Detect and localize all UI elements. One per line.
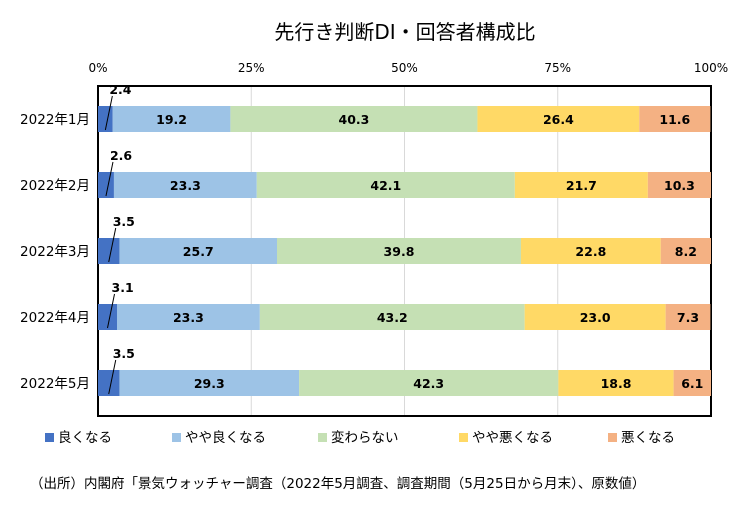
legend-swatch	[608, 433, 617, 442]
legend-label: 変わらない	[331, 429, 399, 446]
bar-segment	[665, 304, 711, 330]
leader-line	[105, 161, 114, 197]
data-label: 19.2	[156, 112, 187, 127]
category-label: 2022年3月	[20, 244, 90, 260]
data-label: 6.1	[681, 376, 703, 391]
legend-swatch	[318, 433, 327, 442]
x-tick-label: 50%	[391, 61, 418, 75]
bar-segment	[647, 172, 711, 198]
bar-segment	[119, 238, 277, 264]
data-label: 23.0	[580, 310, 611, 325]
data-label: 26.4	[543, 112, 574, 127]
legend-label: やや良くなる	[185, 430, 266, 446]
bar-segment	[119, 370, 300, 396]
x-tick-label: 100%	[694, 61, 728, 75]
data-label: 22.8	[575, 244, 606, 259]
legend-label: やや悪くなる	[472, 430, 553, 446]
data-label: 29.3	[194, 376, 225, 391]
category-label: 2022年5月	[20, 376, 90, 392]
legend-label: 悪くなる	[621, 430, 675, 446]
data-label: 43.2	[377, 310, 408, 325]
bar-segment	[112, 106, 231, 132]
bar-segment	[477, 106, 640, 132]
bar-segment	[230, 106, 478, 132]
data-label: 39.8	[384, 244, 415, 259]
bar-segment	[639, 106, 711, 132]
data-label: 23.3	[173, 310, 204, 325]
category-label: 2022年2月	[20, 178, 90, 194]
bar-segment	[558, 370, 674, 396]
data-label: 7.3	[677, 310, 699, 325]
bar-segment	[256, 172, 515, 198]
leader-line	[107, 293, 115, 329]
bar-segment	[117, 304, 260, 330]
bar-segment	[98, 304, 118, 330]
bar-segment	[660, 238, 711, 264]
data-label: 18.8	[601, 376, 632, 391]
bar-segment	[299, 370, 559, 396]
legend-swatch	[459, 433, 468, 442]
x-tick-label: 75%	[544, 61, 571, 75]
chart-title: 先行き判断DI・回答者構成比	[274, 20, 535, 44]
category-label: 2022年4月	[20, 310, 90, 326]
legend: 良くなる やや良くなる 変わらない やや悪くなる 悪くなる	[45, 429, 675, 446]
data-label: 3.5	[113, 214, 135, 229]
source-note: （出所）内閣府「景気ウォッチャー調査（2022年5月調査、調査期間（5月25日か…	[30, 476, 646, 492]
data-label: 2.6	[110, 148, 132, 163]
category-label: 2022年1月	[20, 112, 90, 128]
plot-area: 0% 25% 50% 75% 100% 2022年1月 2.4 19.2 40.3 26.4 11.…	[20, 61, 728, 417]
data-label: 21.7	[566, 178, 597, 193]
leader-line	[108, 359, 117, 395]
data-label: 3.5	[113, 346, 135, 361]
bar-segment	[259, 304, 525, 330]
legend-swatch	[45, 433, 54, 442]
bar-segment	[98, 238, 120, 264]
bar-segment	[514, 172, 648, 198]
x-tick-label: 25%	[238, 61, 265, 75]
data-label: 11.6	[659, 112, 690, 127]
data-label: 42.1	[370, 178, 401, 193]
bar-segment	[113, 172, 257, 198]
data-label: 2.4	[109, 82, 131, 97]
bar-segment	[276, 238, 521, 264]
data-label: 25.7	[183, 244, 214, 259]
data-label: 10.3	[664, 178, 695, 193]
legend-label: 良くなる	[58, 430, 112, 446]
leader-line	[104, 95, 113, 131]
bar-segment	[520, 238, 661, 264]
bar-segment	[673, 370, 711, 396]
bar-segment	[98, 370, 120, 396]
bar-segment	[524, 304, 666, 330]
data-label: 42.3	[413, 376, 444, 391]
x-tick-label: 0%	[88, 61, 107, 75]
data-label: 3.1	[112, 280, 134, 295]
data-label: 23.3	[170, 178, 201, 193]
leader-line	[108, 227, 117, 263]
data-label: 40.3	[339, 112, 370, 127]
data-label: 8.2	[675, 244, 697, 259]
legend-swatch	[172, 433, 181, 442]
